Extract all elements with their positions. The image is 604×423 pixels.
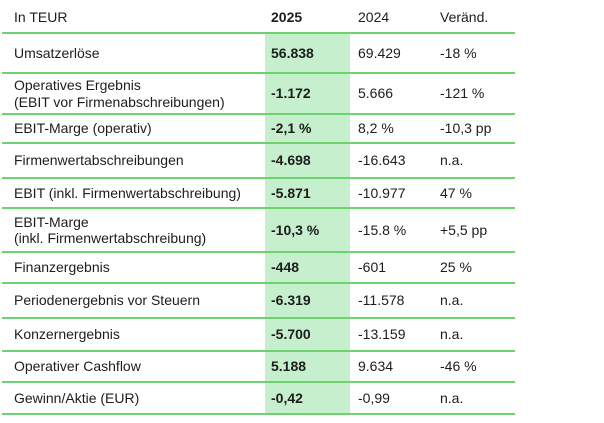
row-label: Operativer Cashflow	[14, 358, 141, 375]
value-2024: -15.8 %	[358, 221, 407, 238]
table-row: Finanzergebnis -448 -601 25 %	[2, 253, 515, 284]
value-change: 47 %	[440, 184, 472, 201]
row-label: EBIT-Marge (operativ)	[14, 120, 152, 137]
table-header-row: In TEUR 2025 2024 Veränd.	[2, 2, 515, 34]
value-2024: 69.429	[358, 44, 401, 61]
row-label: EBIT (inkl. Firmenwertabschreibung)	[14, 184, 241, 201]
column-header-2024: 2024	[358, 8, 390, 25]
row-label: Operatives Ergebnis (EBIT vor Firmenabsc…	[14, 77, 225, 110]
value-change: -10,3 pp	[440, 120, 492, 137]
table-row: Gewinn/Aktie (EUR) -0,42 -0,99 n.a.	[2, 383, 515, 415]
value-change: n.a.	[440, 292, 464, 309]
value-2024: 5.666	[358, 85, 394, 102]
value-2024: -16.643	[358, 152, 406, 169]
value-2025: -10,3 %	[265, 209, 350, 251]
table-row: EBIT-Marge (operativ) -2,1 % 8,2 % -10,3…	[2, 115, 515, 144]
table-row: Firmenwertabschreibungen -4.698 -16.643 …	[2, 144, 515, 179]
row-label: Gewinn/Aktie (EUR)	[14, 389, 140, 406]
value-2025: -2,1 %	[265, 115, 350, 142]
value-2025: -5.871	[265, 179, 350, 207]
value-2025: -5.700	[265, 319, 350, 350]
row-label: Finanzergebnis	[14, 259, 110, 276]
table-row: Periodenergebnis vor Steuern -6.319 -11.…	[2, 284, 515, 319]
table-row: EBIT (inkl. Firmenwertabschreibung) -5.8…	[2, 179, 515, 209]
value-change: +5,5 pp	[440, 221, 488, 238]
value-2025: -6.319	[265, 284, 350, 317]
value-change: -46 %	[440, 358, 477, 375]
value-2024: 9.634	[358, 358, 394, 375]
value-change: n.a.	[440, 326, 464, 343]
table-row: EBIT-Marge (inkl. Firmenwertabschreibung…	[2, 209, 515, 253]
table-row: Umsatzerlöse 56.838 69.429 -18 %	[2, 34, 515, 74]
value-change: 25 %	[440, 259, 472, 276]
row-label: Konzernergebnis	[14, 326, 120, 343]
column-header-change: Veränd.	[440, 8, 489, 25]
column-header-2025: 2025	[271, 8, 303, 25]
row-label: Firmenwertabschreibungen	[14, 152, 184, 169]
value-2025: -448	[265, 253, 350, 282]
value-2025: -4.698	[265, 144, 350, 177]
value-2024: -13.159	[358, 326, 406, 343]
value-2025: -1.172	[265, 74, 350, 113]
value-change: -18 %	[440, 44, 477, 61]
value-2025: 56.838	[265, 34, 350, 72]
table-row: Operatives Ergebnis (EBIT vor Firmenabsc…	[2, 74, 515, 115]
value-2025: 5.188	[265, 352, 350, 381]
value-change: -121 %	[440, 85, 485, 102]
value-change: n.a.	[440, 152, 464, 169]
value-2024: -0,99	[358, 389, 390, 406]
value-2024: -601	[358, 259, 387, 276]
value-2024: -10.977	[358, 184, 406, 201]
table-row: Konzernergebnis -5.700 -13.159 n.a.	[2, 319, 515, 352]
row-label: Periodenergebnis vor Steuern	[14, 292, 201, 309]
kpi-table: In TEUR 2025 2024 Veränd. Umsatzerlöse 5…	[2, 2, 515, 415]
table-row: Operativer Cashflow 5.188 9.634 -46 %	[2, 352, 515, 383]
value-2024: 8,2 %	[358, 120, 394, 137]
row-label: EBIT-Marge (inkl. Firmenwertabschreibung…	[14, 213, 207, 246]
value-2025: -0,42	[265, 383, 350, 413]
value-2024: -11.578	[358, 292, 405, 309]
value-change: n.a.	[440, 389, 464, 406]
unit-header: In TEUR	[14, 8, 68, 25]
row-label: Umsatzerlöse	[14, 44, 100, 61]
